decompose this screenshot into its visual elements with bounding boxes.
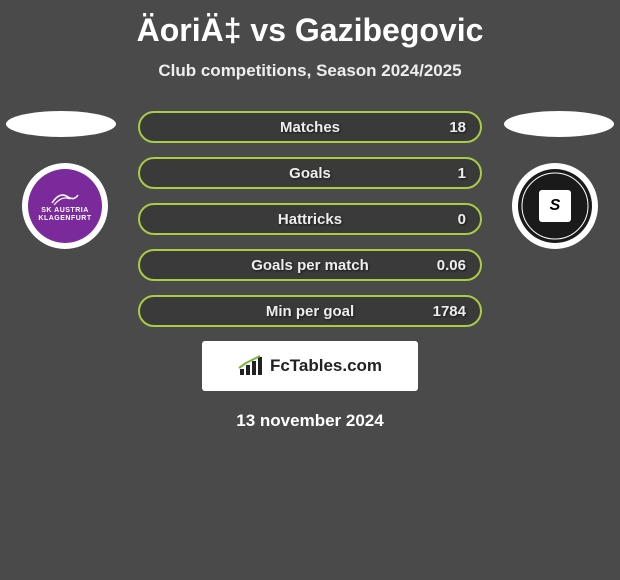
stat-row: Min per goal1784: [138, 295, 482, 327]
stat-label: Matches: [140, 119, 480, 136]
stat-label: Min per goal: [140, 303, 480, 320]
page-title: ÄoriÄ‡ vs Gazibegovic: [0, 0, 620, 49]
stats-list: Matches18 Goals1 Hattricks0 Goals per match…: [138, 111, 482, 327]
club-right-ring-icon: [518, 169, 592, 243]
stat-label: Goals per match: [140, 257, 480, 274]
stat-value: 1: [458, 165, 466, 182]
club-badge-left-inner: SK AUSTRIAKLAGENFURT: [28, 169, 102, 243]
ellipse-left: [6, 111, 116, 137]
club-badge-left: SK AUSTRIAKLAGENFURT: [22, 163, 108, 249]
club-left-icon: [50, 189, 80, 207]
stat-value: 0.06: [437, 257, 466, 274]
comparison-content: SK AUSTRIAKLAGENFURT S Matches18 Goals1 Ha…: [0, 111, 620, 431]
brand-logo[interactable]: FcTables.com: [202, 341, 418, 391]
stat-row: Goals per match0.06: [138, 249, 482, 281]
bar-chart-icon: [238, 355, 264, 377]
club-badge-right-inner: S: [518, 169, 592, 243]
stat-label: Goals: [140, 165, 480, 182]
stat-row: Hattricks0: [138, 203, 482, 235]
ellipse-right: [504, 111, 614, 137]
stat-row: Goals1: [138, 157, 482, 189]
stat-value: 1784: [433, 303, 466, 320]
stat-value: 0: [458, 211, 466, 228]
club-badge-right: S: [512, 163, 598, 249]
page-subtitle: Club competitions, Season 2024/2025: [0, 61, 620, 81]
club-left-name: SK AUSTRIAKLAGENFURT: [38, 207, 91, 222]
stat-label: Hattricks: [140, 211, 480, 228]
stat-row: Matches18: [138, 111, 482, 143]
date-text: 13 november 2024: [0, 411, 620, 431]
brand-text: FcTables.com: [270, 356, 382, 376]
stat-value: 18: [449, 119, 466, 136]
